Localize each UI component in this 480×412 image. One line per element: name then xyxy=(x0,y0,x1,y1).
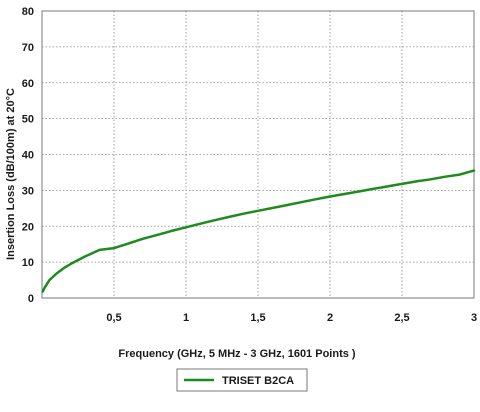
y-tick-label: 0 xyxy=(28,293,34,305)
legend-label-triset-b2ca: TRISET B2CA xyxy=(222,375,294,387)
x-tick-label: 0,5 xyxy=(106,312,121,324)
series-line-triset-b2ca xyxy=(41,169,476,293)
y-axis-ticks: 0 10 20 30 40 50 60 70 80 xyxy=(22,6,34,305)
x-axis-ticks: 0,5 1 1,5 2 2,5 3 xyxy=(106,312,477,324)
series-layer xyxy=(41,169,476,293)
y-axis-label: Insertion Loss (dB/100m) at 20°C xyxy=(5,88,17,260)
y-tick-label: 40 xyxy=(22,150,34,162)
x-axis-label: Frequency (GHz, 5 MHz - 3 GHz, 1601 Poin… xyxy=(118,348,355,360)
y-tick-label: 10 xyxy=(22,257,34,269)
y-tick-label: 80 xyxy=(22,6,34,18)
y-tick-label: 20 xyxy=(22,221,34,233)
grid-lines xyxy=(42,11,474,298)
x-tick-label: 2 xyxy=(327,312,333,324)
x-tick-label: 1,5 xyxy=(250,312,265,324)
x-tick-label: 3 xyxy=(471,312,477,324)
y-tick-label: 70 xyxy=(22,42,34,54)
y-tick-label: 60 xyxy=(22,78,34,90)
y-tick-label: 50 xyxy=(22,114,34,126)
legend-box xyxy=(176,368,308,392)
x-tick-label: 1 xyxy=(183,312,189,324)
x-tick-label: 2,5 xyxy=(394,312,409,324)
y-tick-label: 30 xyxy=(22,185,34,197)
legend: TRISET B2CA xyxy=(176,368,308,392)
